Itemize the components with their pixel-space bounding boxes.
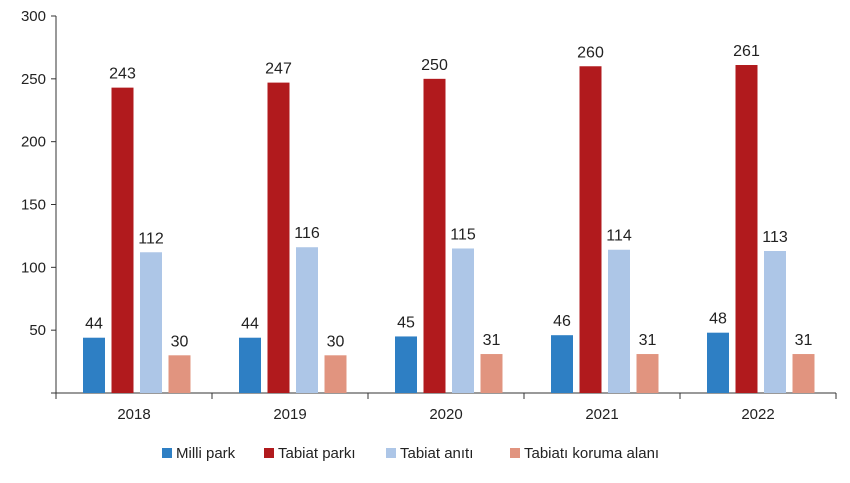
bar: [324, 355, 347, 393]
bar: [579, 66, 602, 394]
data-label: 31: [639, 332, 657, 349]
legend-swatch: [510, 448, 520, 458]
bar: [480, 354, 503, 393]
bar: [423, 78, 446, 393]
y-tick-label: 100: [21, 259, 46, 276]
data-label: 30: [171, 333, 189, 350]
data-label: 31: [483, 332, 501, 349]
bar: [608, 249, 630, 393]
data-label: 45: [397, 314, 415, 331]
data-label: 261: [733, 43, 760, 60]
legend-label: Tabiatı koruma alanı: [524, 445, 659, 462]
bar: [792, 354, 815, 393]
data-label: 247: [265, 61, 292, 78]
y-tick-label: 300: [21, 8, 46, 25]
bar: [140, 252, 162, 393]
data-label: 116: [294, 225, 320, 242]
bar: [452, 248, 474, 393]
x-tick-label: 2021: [585, 406, 618, 423]
legend-label: Tabiat parkı: [278, 445, 356, 462]
y-tick-label: 150: [21, 197, 46, 214]
data-labels-group: 44 243 112 30 44 247 116 30 45 250 115 31 46 260 114 31…: [85, 43, 812, 350]
data-label: 260: [577, 44, 604, 61]
bar: [764, 250, 786, 393]
x-axis: 2018 2019 2020 2021 2022: [55, 392, 837, 423]
x-tick-label: 2020: [429, 406, 462, 423]
bar: [395, 336, 417, 393]
data-label: 48: [709, 311, 727, 328]
bar: [239, 337, 261, 393]
x-tick-label: 2018: [117, 406, 150, 423]
bar: [83, 337, 105, 393]
legend-swatch: [162, 448, 172, 458]
bar: [168, 355, 191, 393]
y-tick-label: 50: [29, 322, 46, 339]
bar: [111, 87, 134, 393]
y-axis: 50 100 150 200 250 300: [21, 8, 57, 394]
y-tick-label: 250: [21, 71, 46, 88]
data-label: 44: [85, 316, 103, 333]
data-label: 46: [553, 313, 571, 330]
legend: Milli park Tabiat parkı Tabiat anıtı Tabiat…: [162, 445, 659, 462]
legend-swatch: [386, 448, 396, 458]
x-tick-label: 2022: [741, 406, 774, 423]
data-label: 250: [421, 57, 448, 74]
data-label: 113: [762, 229, 788, 246]
x-tick-label: 2019: [273, 406, 306, 423]
data-label: 30: [327, 333, 345, 350]
data-label: 243: [109, 66, 136, 83]
bar: [636, 354, 659, 393]
data-label: 112: [138, 230, 164, 247]
bar: [296, 247, 318, 393]
bar: [551, 335, 573, 393]
data-label: 31: [795, 332, 813, 349]
bar: [707, 332, 729, 393]
data-label: 115: [450, 226, 476, 243]
legend-swatch: [264, 448, 274, 458]
y-tick-label: 200: [21, 134, 46, 151]
bar: [735, 65, 758, 393]
data-label: 44: [241, 316, 259, 333]
bars-group: [83, 65, 815, 394]
legend-label: Tabiat anıtı: [400, 445, 473, 462]
legend-label: Milli park: [176, 445, 236, 462]
bar: [267, 82, 290, 393]
data-label: 114: [606, 228, 632, 245]
